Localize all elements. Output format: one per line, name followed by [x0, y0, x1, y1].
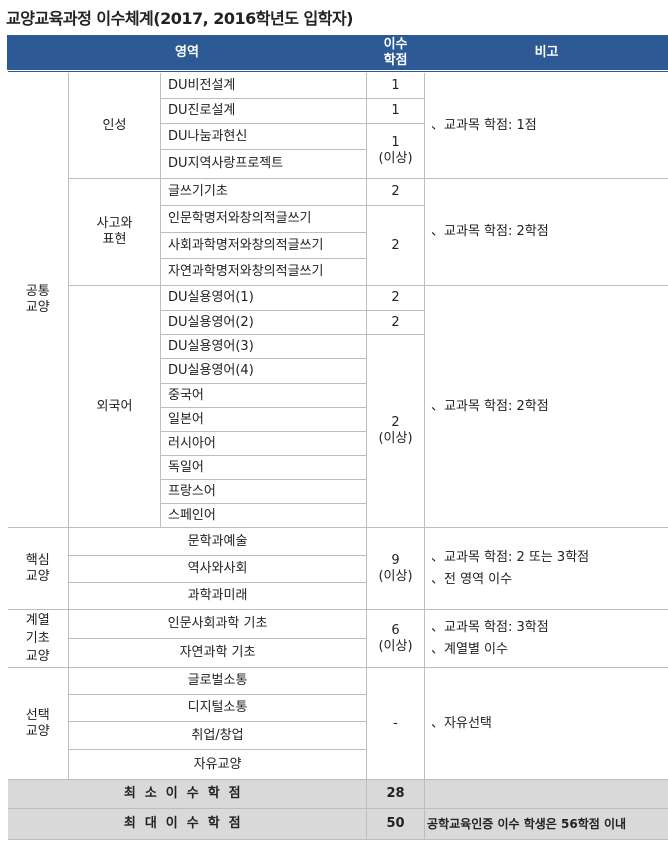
table-row: DU실용영어(2) 2 — [8, 310, 668, 335]
remark: 、교과목 학점: 1점 — [424, 71, 668, 179]
header-remarks: 비고 — [424, 35, 668, 73]
credit: 2 — [366, 178, 426, 206]
course: 디지털소통 — [67, 694, 368, 722]
credit: 1 — [366, 98, 426, 124]
page-title: 교양교육과정 이수체계(2017, 2016학년도 입학자) — [6, 9, 354, 28]
table-row: 디지털소통 — [8, 694, 668, 722]
course: 독일어 — [159, 455, 368, 480]
table-row: 자연과학 기초 — [8, 638, 668, 668]
course: 취업/창업 — [67, 721, 368, 750]
course: 역사와사회 — [67, 555, 368, 583]
curriculum-table: 영역 이수 학점 비고 공통 교양 인성 DU비전설계 1 、교과목 학점: 1… — [6, 35, 668, 840]
table-row: 스페인어 — [8, 503, 668, 528]
group-basic: 계열 기초 교양 — [7, 609, 69, 668]
credit: 2 (이상) — [366, 334, 426, 528]
course: 글쓰기기초 — [159, 178, 368, 206]
table-row: 핵심 교양 문학과예술 9 (이상) 、교과목 학점: 2 또는 3학점 、전 … — [7, 527, 668, 610]
course: DU실용영어(4) — [159, 358, 368, 384]
footer-max-row: 최대이수학점 50 공학교육인증 이수 학생은 56학점 이내 — [7, 808, 668, 840]
credit: - — [366, 667, 426, 780]
course: DU실용영어(1) — [159, 285, 368, 311]
credit: 2 — [366, 285, 426, 311]
table-row: 사회과학명저와창의적글쓰기 — [8, 232, 668, 259]
table-row: 사고와 표현 글쓰기기초 2 、교과목 학점: 2학점 — [8, 178, 668, 286]
remark: 、교과목 학점: 3학점 、계열별 이수 — [424, 609, 668, 668]
course: 자연과학 기초 — [67, 638, 368, 668]
credit: 9 (이상) — [366, 527, 426, 610]
course: 자유교양 — [67, 749, 368, 780]
group-common: 공통 교양 — [7, 71, 69, 528]
subgroup-foreign: 외국어 — [68, 285, 161, 528]
remark: 、교과목 학점: 2학점 — [424, 285, 668, 528]
max-credits-note: 공학교육인증 이수 학생은 56학점 이내 — [424, 808, 668, 840]
credit: 1 — [366, 71, 426, 99]
table-row: 취업/창업 — [8, 721, 668, 750]
subgroup-sago: 사고와 표현 — [68, 178, 161, 286]
course: 일본어 — [159, 407, 368, 432]
subgroup-insung: 인성 — [68, 71, 161, 179]
header-credits: 이수 학점 — [366, 35, 426, 73]
max-credits-value: 50 — [366, 808, 426, 840]
min-credits-note — [424, 779, 668, 809]
course: 중국어 — [159, 383, 368, 408]
table-row: DU실용영어(3) 2 (이상) — [8, 334, 668, 528]
table-row: 자유교양 — [8, 749, 668, 780]
table-row: 인문학명저와창의적글쓰기 2 — [8, 205, 668, 286]
course: DU비전설계 — [159, 71, 368, 99]
table-row: DU진로설계 1 — [8, 98, 668, 124]
course: 자연과학명저와창의적글쓰기 — [159, 258, 368, 286]
course: DU진로설계 — [159, 98, 368, 124]
table-row: 독일어 — [8, 455, 668, 480]
credit: 1 (이상) — [366, 123, 426, 179]
course: DU실용영어(2) — [159, 310, 368, 335]
remark: 、자유선택 — [424, 667, 668, 780]
group-core: 핵심 교양 — [7, 527, 69, 610]
course: DU나눔과현신 — [159, 123, 368, 150]
table-row: DU나눔과현신 1 (이상) — [8, 123, 668, 179]
remark: 、교과목 학점: 2 또는 3학점 、전 영역 이수 — [424, 527, 668, 610]
table-row: 공통 교양 인성 DU비전설계 1 、교과목 학점: 1점 — [7, 71, 668, 528]
course: DU지역사랑프로젝트 — [159, 149, 368, 179]
course: 사회과학명저와창의적글쓰기 — [159, 232, 368, 259]
course: DU실용영어(3) — [159, 334, 368, 359]
table-row: 외국어 DU실용영어(1) 2 、교과목 학점: 2학점 — [8, 285, 668, 528]
min-credits-value: 28 — [366, 779, 426, 809]
course: 프랑스어 — [159, 479, 368, 504]
header-area: 영역 — [6, 35, 368, 73]
group-elective: 선택 교양 — [7, 667, 69, 780]
table-row: 선택 교양 글로벌소통 - 、자유선택 — [7, 667, 668, 780]
course: 인문사회과학 기초 — [67, 609, 368, 639]
table-row: 역사와사회 — [8, 555, 668, 583]
course: 글로벌소통 — [67, 667, 368, 695]
credit: 2 — [366, 205, 426, 286]
table-row: 자연과학명저와창의적글쓰기 — [8, 258, 668, 286]
table-row: 프랑스어 — [8, 479, 668, 504]
remark: 、교과목 학점: 2학점 — [424, 178, 668, 286]
course: 스페인어 — [159, 503, 368, 528]
course: 과학과미래 — [67, 582, 368, 610]
min-credits-label: 최소이수학점 — [7, 779, 368, 809]
table-row: 중국어 — [8, 383, 668, 408]
max-credits-label: 최대이수학점 — [7, 808, 368, 840]
footer-min-row: 최소이수학점 28 — [7, 779, 668, 809]
table-row: 계열 기초 교양 인문사회과학 기초 6 (이상) 、교과목 학점: 3학점 、… — [7, 609, 668, 668]
course: 문학과예술 — [67, 527, 368, 556]
course: 러시아어 — [159, 431, 368, 456]
table-row: DU실용영어(4) — [8, 358, 668, 384]
course: 인문학명저와창의적글쓰기 — [159, 205, 368, 233]
credit: 2 — [366, 310, 426, 335]
table-header: 영역 이수 학점 비고 — [6, 35, 668, 73]
credit: 6 (이상) — [366, 609, 426, 668]
table-row: DU지역사랑프로젝트 — [8, 149, 668, 179]
